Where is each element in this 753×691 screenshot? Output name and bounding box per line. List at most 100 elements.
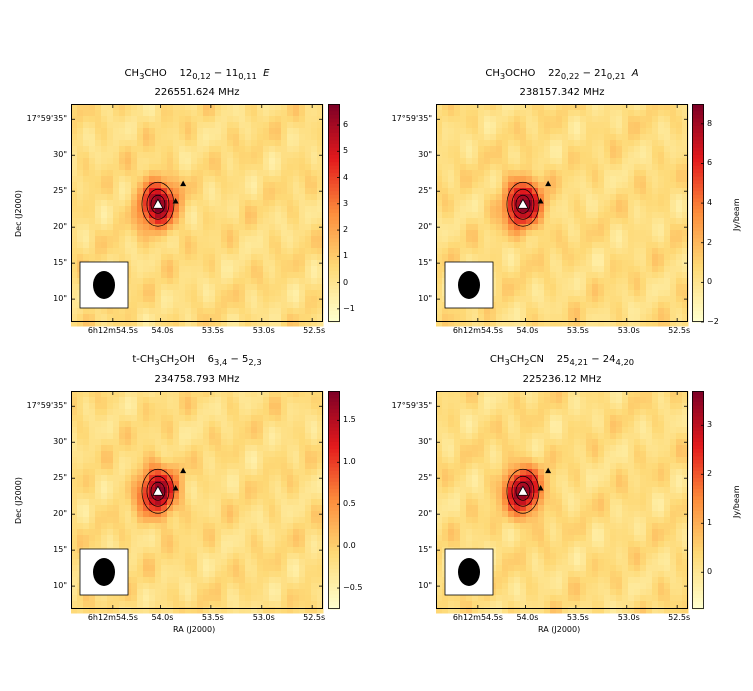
- contour-line: [515, 194, 531, 214]
- peak-marker: [152, 198, 164, 209]
- molecule-name: CH3OCHO: [485, 68, 536, 81]
- ra-tick-label: 53.0s: [252, 326, 275, 335]
- contour-line: [150, 194, 166, 214]
- dec-tick-label: 30": [418, 437, 432, 447]
- dec-tick-label: 10": [418, 581, 432, 591]
- frequency-label: 238157.342 MHz: [519, 87, 605, 98]
- ra-tick-label: 53.0s: [252, 613, 275, 622]
- colorbar-tick-label: 4: [343, 172, 349, 182]
- ra-tick-label: 53.0s: [617, 613, 640, 622]
- dec-tick-label: 10": [418, 294, 432, 304]
- dec-tick-label: 15": [53, 545, 67, 555]
- frequency-label: 225236.12 MHz: [522, 374, 602, 385]
- ra-tick-label: 54.0s: [516, 613, 539, 622]
- frequency-label: 234758.793 MHz: [154, 374, 240, 385]
- dec-tick-label: 30": [53, 437, 67, 447]
- dec-tick-label: 30": [53, 150, 67, 160]
- ra-tick-label: 54.0s: [516, 326, 539, 335]
- dec-tick-label: 15": [418, 258, 432, 268]
- colorbar: [692, 104, 704, 323]
- colorbar-tick-label: −2: [707, 317, 719, 326]
- source-marker: [180, 180, 187, 187]
- colorbar-tick-label: 4: [707, 198, 713, 208]
- colorbar: [328, 104, 340, 323]
- contour-line: [511, 475, 535, 507]
- source-marker: [180, 467, 187, 474]
- source-marker: [545, 180, 552, 187]
- colorbar-tick-label: 2: [707, 469, 713, 479]
- map-image: [71, 391, 324, 614]
- colorbar-tick-label: −0.5: [343, 583, 363, 593]
- dec-tick-label: 20": [418, 509, 432, 519]
- map-image: [436, 391, 689, 614]
- peak-marker: [517, 485, 529, 496]
- dec-tick-label: 17°59'35": [26, 401, 67, 411]
- y-axis-label: Dec (J2000): [14, 477, 23, 524]
- ra-tick-label: 53.5s: [566, 326, 589, 335]
- contour-line: [511, 188, 535, 220]
- ra-tick-label: 6h12m54.5s: [87, 326, 138, 335]
- map-image: [436, 104, 689, 327]
- dec-tick-label: 20": [53, 509, 67, 519]
- transition-label: 63,4 − 52,3: [207, 354, 262, 367]
- x-axis-label: RA (J2000): [173, 625, 216, 634]
- beam-ellipse: [93, 271, 115, 299]
- ra-tick-label: 52.5s: [668, 613, 691, 622]
- ra-tick-label: 52.5s: [303, 326, 326, 335]
- colorbar: [692, 391, 704, 610]
- dec-tick-label: 10": [53, 581, 67, 591]
- ra-tick-label: 53.5s: [566, 613, 589, 622]
- contour-line: [146, 475, 170, 507]
- beam-ellipse: [458, 271, 480, 299]
- colorbar-tick-label: 0: [707, 567, 713, 577]
- colorbar-tick-label: 6: [343, 120, 349, 129]
- peak-marker: [517, 198, 529, 209]
- colorbar: [328, 391, 340, 610]
- dec-tick-label: 15": [418, 545, 432, 555]
- colorbar-tick-label: 0.5: [343, 499, 356, 509]
- source-marker: [537, 198, 544, 204]
- panel-title: CH3CH2CN 254,21 − 244,20: [436, 354, 688, 367]
- contour-line: [515, 481, 531, 501]
- ra-tick-label: 6h12m54.5s: [452, 613, 503, 622]
- ra-tick-label: 52.5s: [668, 326, 691, 335]
- ra-tick-label: 6h12m54.5s: [452, 326, 503, 335]
- colorbar-label: Jy/beam: [732, 485, 741, 518]
- y-axis-label: Dec (J2000): [14, 190, 23, 237]
- transition-label: 220,22 − 210,21 A: [548, 68, 639, 81]
- colorbar-tick-label: 0: [343, 277, 349, 287]
- ra-tick-label: 54.0s: [151, 326, 174, 335]
- colorbar-tick-label: −1: [343, 303, 355, 313]
- contour-line: [506, 181, 540, 227]
- beam-box: [444, 261, 494, 309]
- contour-line: [150, 481, 166, 501]
- source-marker: [537, 485, 544, 491]
- ra-tick-label: 54.0s: [151, 613, 174, 622]
- colorbar-tick-label: 6: [707, 158, 713, 168]
- source-marker: [172, 198, 179, 204]
- contour-line: [141, 181, 175, 227]
- panel-title: CH3CHO 120,12 − 110,11 E: [71, 68, 323, 81]
- colorbar-tick-label: 3: [707, 420, 713, 430]
- colorbar-tick-label: 0.0: [343, 541, 356, 551]
- panel-title: CH3OCHO 220,22 − 210,21 A: [436, 68, 688, 81]
- colorbar-tick-label: 2: [707, 237, 713, 247]
- dec-tick-label: 17°59'35": [391, 114, 432, 124]
- ra-tick-label: 6h12m54.5s: [87, 613, 138, 622]
- ra-tick-label: 52.5s: [303, 613, 326, 622]
- ra-tick-label: 53.5s: [201, 326, 224, 335]
- dec-tick-label: 20": [53, 222, 67, 232]
- source-marker: [545, 467, 552, 474]
- contour-line: [506, 468, 540, 514]
- transition-label: 254,21 − 244,20: [556, 354, 635, 367]
- source-marker: [172, 485, 179, 491]
- contour-line: [141, 468, 175, 514]
- ra-tick-label: 53.0s: [617, 326, 640, 335]
- dec-tick-label: 25": [53, 186, 67, 196]
- dec-tick-label: 20": [418, 222, 432, 232]
- colorbar-tick-label: 8: [707, 118, 713, 128]
- colorbar-tick-label: 0: [707, 277, 713, 287]
- colorbar-label: Jy/beam: [732, 198, 741, 231]
- panel-title: t-CH3CH2OH 63,4 − 52,3: [71, 354, 323, 367]
- beam-ellipse: [458, 558, 480, 586]
